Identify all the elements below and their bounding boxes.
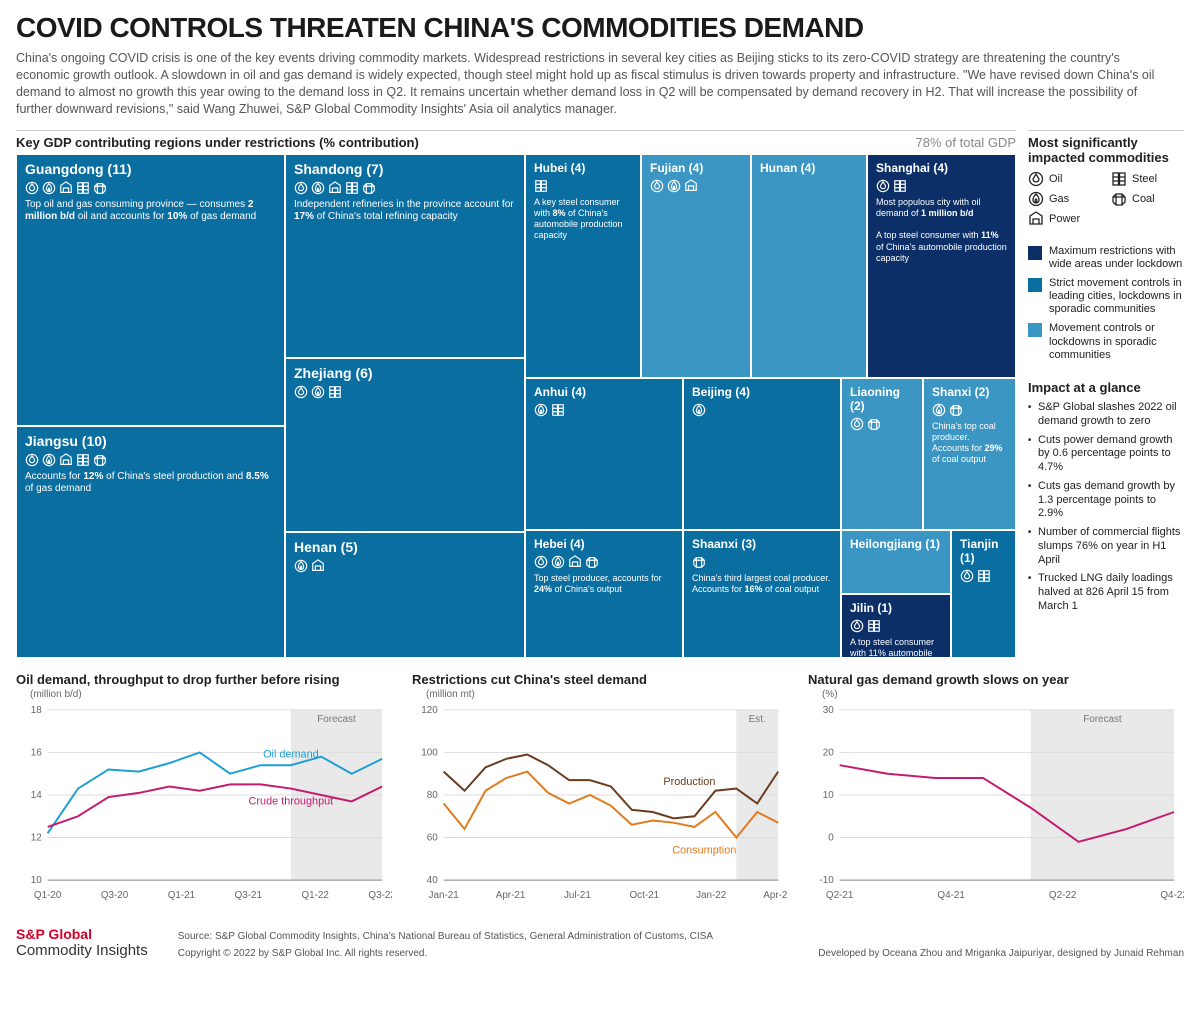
svg-text:Q1-22: Q1-22: [301, 889, 328, 900]
impact-title: Impact at a glance: [1028, 380, 1184, 395]
svg-text:-10: -10: [819, 875, 834, 886]
svg-text:Consumption: Consumption: [672, 844, 736, 856]
region-hebei-: Hebei (4)Top steel producer, accounts fo…: [525, 530, 683, 658]
region-shanxi-: Shanxi (2)China's top coal producer. Acc…: [923, 378, 1016, 530]
svg-text:100: 100: [421, 747, 438, 758]
svg-text:80: 80: [427, 789, 438, 800]
impact-item: Cuts gas demand growth by 1.3 percentage…: [1028, 480, 1184, 521]
svg-text:Oil demand: Oil demand: [263, 748, 319, 760]
footer: S&P Global Commodity Insights Source: S&…: [16, 926, 1184, 959]
chart2-unit: (million mt): [426, 689, 788, 700]
svg-text:12: 12: [31, 832, 42, 843]
svg-text:40: 40: [427, 875, 438, 886]
svg-text:Q1-20: Q1-20: [34, 889, 62, 900]
treemap-title: Key GDP contributing regions under restr…: [16, 135, 419, 150]
svg-text:Q2-21: Q2-21: [826, 889, 854, 900]
svg-text:Production: Production: [663, 775, 715, 787]
commodity-coal: Coal: [1111, 191, 1184, 207]
impact-item: S&P Global slashes 2022 oil demand growt…: [1028, 401, 1184, 429]
headline: COVID CONTROLS THREATEN CHINA'S COMMODIT…: [16, 12, 1184, 44]
region-shaanxi-: Shaanxi (3)China's third largest coal pr…: [683, 530, 841, 658]
svg-text:30: 30: [823, 704, 834, 715]
region-shandong-: Shandong (7)Independent refineries in th…: [285, 154, 525, 358]
right-column: Most significantly impacted commodities …: [1028, 130, 1184, 658]
svg-text:Jan-21: Jan-21: [429, 889, 460, 900]
svg-text:Jan-22: Jan-22: [696, 889, 726, 900]
region-jiangsu-: Jiangsu (10)Accounts for 12% of China's …: [16, 426, 285, 658]
impact-item: Cuts power demand growth by 0.6 percenta…: [1028, 434, 1184, 475]
svg-text:Q4-21: Q4-21: [937, 889, 965, 900]
region-hunan-: Hunan (4): [751, 154, 867, 378]
svg-text:10: 10: [823, 789, 834, 800]
commodities-title: Most significantly impacted commodities: [1028, 135, 1184, 165]
svg-text:Crude throughput: Crude throughput: [249, 795, 334, 807]
treemap-section: Key GDP contributing regions under restr…: [16, 130, 1016, 658]
svg-text:Q4-22: Q4-22: [1160, 889, 1184, 900]
svg-text:Q3-20: Q3-20: [101, 889, 129, 900]
chart-gas: Natural gas demand growth slows on year …: [808, 672, 1184, 911]
svg-text:Q2-22: Q2-22: [1049, 889, 1076, 900]
region-fujian-: Fujian (4): [641, 154, 751, 378]
svg-text:14: 14: [31, 789, 42, 800]
region-jilin-: Jilin (1)A top steel consumer with 11% a…: [841, 594, 951, 658]
chart1-unit: (million b/d): [30, 689, 392, 700]
svg-text:60: 60: [427, 832, 438, 843]
svg-text:Q1-21: Q1-21: [168, 889, 196, 900]
impact-item: Number of commercial flights slumps 76% …: [1028, 526, 1184, 567]
impact-item: Trucked LNG daily loadings halved at 826…: [1028, 572, 1184, 613]
svg-text:Q3-21: Q3-21: [235, 889, 263, 900]
chart2-title: Restrictions cut China's steel demand: [412, 672, 788, 687]
region-tianjin-: Tianjin (1): [951, 530, 1016, 658]
chart-oil: Oil demand, throughput to drop further b…: [16, 672, 392, 911]
brand-2: Commodity Insights: [16, 942, 148, 959]
treemap-total: 78% of total GDP: [916, 135, 1016, 150]
region-liaoning-: Liaoning (2): [841, 378, 923, 530]
svg-text:18: 18: [31, 704, 42, 715]
svg-text:0: 0: [828, 832, 834, 843]
source-text: Source: S&P Global Commodity Insights, C…: [178, 931, 1184, 942]
region-heilongjiang-: Heilongjiang (1): [841, 530, 951, 594]
region-guangdong-: Guangdong (11)Top oil and gas consuming …: [16, 154, 285, 426]
chart3-unit: (%): [822, 689, 1184, 700]
svg-text:16: 16: [31, 747, 42, 758]
commodity-steel: Steel: [1111, 171, 1184, 187]
commodity-oil: Oil: [1028, 171, 1101, 187]
svg-text:Forecast: Forecast: [317, 713, 356, 724]
region-zhejiang-: Zhejiang (6): [285, 358, 525, 532]
commodity-gas: Gas: [1028, 191, 1101, 207]
region-anhui-: Anhui (4): [525, 378, 683, 530]
svg-text:Est.: Est.: [749, 713, 766, 724]
commodity-power: Power: [1028, 211, 1101, 227]
restriction-legend: Maximum restrictions with wide areas und…: [1028, 245, 1184, 363]
svg-text:Apr-21: Apr-21: [496, 889, 526, 900]
svg-text:10: 10: [31, 875, 42, 886]
region-henan-: Henan (5): [285, 532, 525, 658]
restriction-level: Movement controls or lockdowns in sporad…: [1028, 322, 1184, 362]
region-beijing-: Beijing (4): [683, 378, 841, 530]
brand-1: S&P Global: [16, 926, 148, 942]
impact-list: S&P Global slashes 2022 oil demand growt…: [1028, 401, 1184, 614]
svg-text:Q3-22: Q3-22: [368, 889, 392, 900]
restriction-level: Strict movement controls in leading citi…: [1028, 277, 1184, 317]
chart1-title: Oil demand, throughput to drop further b…: [16, 672, 392, 687]
chart-steel: Restrictions cut China's steel demand (m…: [412, 672, 788, 911]
svg-text:Apr-22: Apr-22: [763, 889, 788, 900]
svg-text:Jul-21: Jul-21: [564, 889, 591, 900]
restriction-level: Maximum restrictions with wide areas und…: [1028, 245, 1184, 271]
treemap: Guangdong (11)Top oil and gas consuming …: [16, 154, 1016, 658]
svg-text:Forecast: Forecast: [1083, 713, 1122, 724]
credits-text: Developed by Oceana Zhou and Mriganka Ja…: [818, 948, 1184, 959]
svg-text:Oct-21: Oct-21: [630, 889, 660, 900]
chart3-title: Natural gas demand growth slows on year: [808, 672, 1184, 687]
region-hubei-: Hubei (4)A key steel consumer with 8% of…: [525, 154, 641, 378]
copyright-text: Copyright © 2022 by S&P Global Inc. All …: [178, 948, 428, 959]
svg-text:20: 20: [823, 747, 834, 758]
region-shanghai-: Shanghai (4)Most populous city with oil …: [867, 154, 1016, 378]
intro-text: China's ongoing COVID crisis is one of t…: [16, 50, 1176, 118]
svg-text:120: 120: [421, 704, 438, 715]
